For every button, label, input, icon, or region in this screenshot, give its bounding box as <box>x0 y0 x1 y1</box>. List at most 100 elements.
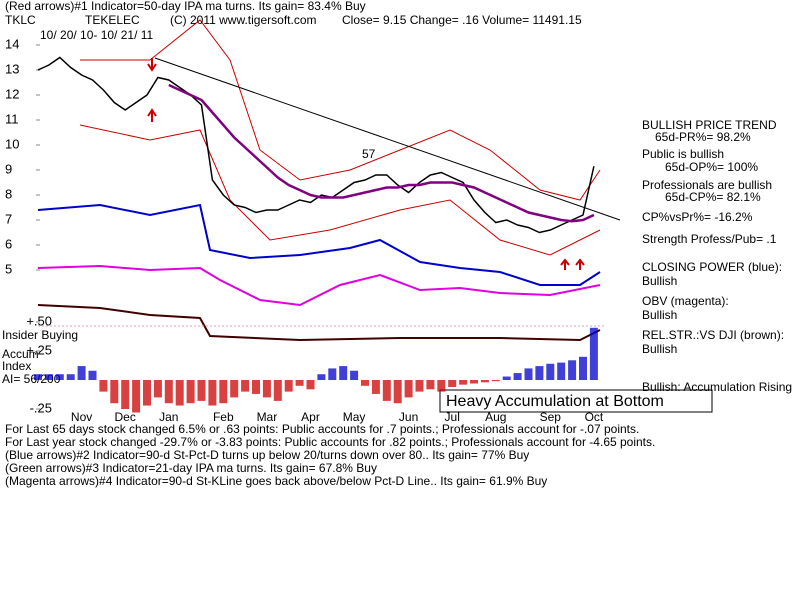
accum-bar <box>459 380 468 385</box>
accum-bar <box>219 380 228 404</box>
status-text: Bullish <box>642 274 677 288</box>
accum-bar <box>175 380 184 406</box>
y-tick-label: 7 <box>5 211 12 226</box>
accum-bar <box>88 370 97 381</box>
accum-bar <box>241 380 250 392</box>
x-tick-label: Jun <box>399 410 418 424</box>
accum-label: Accum <box>2 347 39 361</box>
status-text: Bullish <box>642 342 677 356</box>
company: TEKELEC <box>85 13 140 27</box>
red-arrow <box>560 258 570 270</box>
annotation-text: Heavy Accumulation at Bottom <box>446 393 664 410</box>
accum-bar <box>524 368 533 381</box>
accum-bar <box>164 380 173 404</box>
quote: Close= 9.15 Change= .16 Volume= 11491.15 <box>342 13 582 27</box>
y-tick-label: 9 <box>5 161 12 176</box>
status-text: Bullish: Accumulation Rising <box>642 380 792 394</box>
x-tick-label: Feb <box>213 410 234 424</box>
price-line <box>37 56 595 234</box>
x-tick-label: Jul <box>445 410 460 424</box>
accum-bar <box>153 380 162 398</box>
footer-text: (Blue arrows)#2 Indicator=90-d St-Pct-D … <box>5 448 529 462</box>
accum-bar <box>328 368 337 381</box>
price-line <box>168 83 595 223</box>
y-tick-label: +.25 <box>26 342 52 357</box>
accum-bar <box>470 380 478 384</box>
accum-bar <box>437 380 446 392</box>
y-tick-label: 8 <box>5 186 12 201</box>
accum-bar <box>371 380 380 394</box>
accum-bar <box>513 373 522 381</box>
x-tick-label: Dec <box>115 410 136 424</box>
accum-bar <box>230 380 239 398</box>
accum-bar <box>44 374 53 381</box>
accum-bar <box>426 380 435 390</box>
accum-bar <box>186 380 195 404</box>
y-tick-label: 13 <box>5 61 19 76</box>
x-tick-label: May <box>343 410 366 424</box>
accum-bar <box>589 327 598 381</box>
status-text: 65d-CP%= 82.1% <box>665 190 761 204</box>
y-tick-label: 10 <box>5 136 19 151</box>
status-text: REL.STR.:VS DJI (brown): <box>642 328 784 342</box>
red-arrow <box>147 58 157 72</box>
accum-bar <box>284 380 293 392</box>
status-text: BULLISH PRICE TREND <box>642 118 777 132</box>
accum-bar <box>568 360 577 381</box>
accum-bar <box>132 380 141 413</box>
accum-bar <box>317 374 326 381</box>
accum-bar <box>110 380 119 404</box>
footer-text: For Last 65 days stock changed 6.5% or .… <box>5 422 639 436</box>
accum-bar <box>121 380 130 410</box>
accum-bar <box>306 380 315 390</box>
accum-bar <box>252 380 260 394</box>
accum-bar <box>350 370 359 381</box>
insider-label: Insider Buying <box>2 328 78 342</box>
y-tick-label: 11 <box>5 111 19 126</box>
status-text: Bullish <box>642 308 677 322</box>
status-text: Public is bullish <box>642 147 724 161</box>
y-tick-label: -.25 <box>30 400 52 415</box>
accum-bar <box>99 380 108 392</box>
ticker: TKLC <box>5 13 36 27</box>
accum-bar <box>34 374 42 381</box>
accum-bar <box>77 366 86 381</box>
closing-power-line <box>37 203 601 286</box>
x-tick-label: Apr <box>301 410 320 424</box>
date-range: 10/ 20/ 10- 10/ 21/ 11 <box>40 28 154 42</box>
red-arrow <box>575 258 585 270</box>
status-text: CP%vsPr%= -16.2% <box>642 210 753 224</box>
accum-bar <box>415 380 424 392</box>
accum-bar <box>480 380 489 383</box>
peak-label: 57 <box>362 147 376 161</box>
status-text: OBV (magenta): <box>642 294 729 308</box>
lower-band <box>79 124 601 256</box>
accum-bar <box>404 380 413 398</box>
accum-bar <box>262 380 271 398</box>
y-tick-label: +.50 <box>26 313 52 328</box>
accum-bar <box>579 356 587 381</box>
accum-bar <box>502 376 511 381</box>
accum-label: Index <box>2 359 31 373</box>
annotation-box <box>439 389 713 413</box>
footer-text: (Green arrows)#3 Indicator=21-day IPA ma… <box>5 461 377 475</box>
status-text: Professionals are bullish <box>642 178 772 192</box>
accum-bar <box>339 366 348 381</box>
indicator-text: (Red arrows)#1 Indicator=50-day IPA ma t… <box>5 0 366 13</box>
source: (C) 2011 www.tigersoft.com <box>170 13 317 27</box>
upper-band <box>80 19 601 201</box>
accum-bar <box>546 363 555 381</box>
accum-bar <box>197 380 206 401</box>
y-tick-label: 6 <box>5 236 12 251</box>
x-tick-label: Nov <box>71 410 92 424</box>
y-tick-label: 5 <box>5 261 12 276</box>
accum-bar <box>491 380 500 382</box>
status-text: CLOSING POWER (blue): <box>642 260 782 274</box>
accum-bar <box>361 380 369 386</box>
accum-bar <box>66 374 75 381</box>
status-text: Strength Profess/Pub= .1 <box>642 232 777 246</box>
x-tick-label: Jan <box>159 410 178 424</box>
status-text: 65d-OP%= 100% <box>665 160 758 174</box>
